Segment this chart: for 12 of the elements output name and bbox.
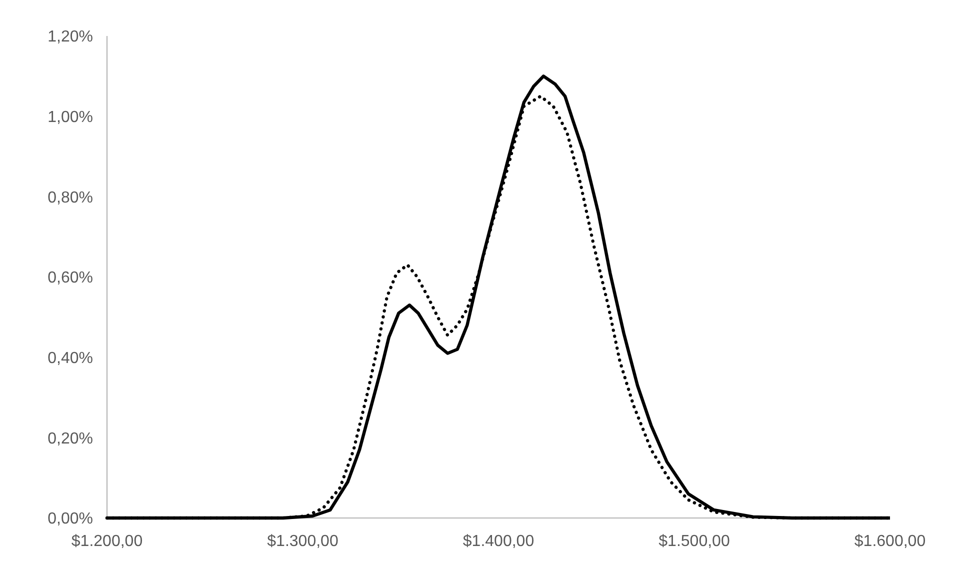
x-tick-label: $1.200,00 bbox=[71, 533, 143, 550]
y-tick-label: 0,00% bbox=[48, 510, 93, 528]
y-tick-label: 0,40% bbox=[48, 350, 93, 367]
y-tick-label: 1,20% bbox=[48, 28, 93, 46]
x-tick-label: $1.500,00 bbox=[658, 533, 730, 550]
y-tick-label: 1,00% bbox=[48, 108, 93, 126]
y-tick-label: 0,60% bbox=[48, 270, 93, 287]
x-tick-label: $1.400,00 bbox=[462, 533, 534, 550]
x-tick-label: $1.300,00 bbox=[267, 533, 338, 550]
y-tick-label: 0,20% bbox=[48, 430, 93, 448]
y-tick-label: 0,80% bbox=[48, 189, 93, 206]
x-tick-label: $1.600,00 bbox=[854, 533, 926, 550]
